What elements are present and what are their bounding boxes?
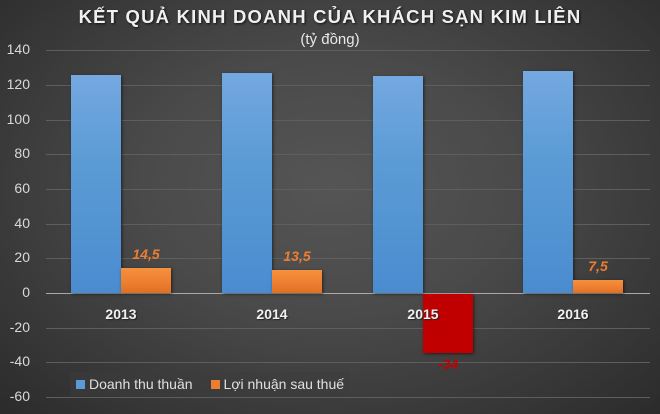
y-tick-label: 40: [14, 215, 30, 231]
gridline: [46, 397, 650, 398]
gridline: [46, 362, 650, 363]
bar-revenue-2013: [71, 74, 121, 293]
legend-item-profit: Lợi nhuận sau thuế: [210, 376, 345, 392]
legend-label-revenue: Doanh thu thuần: [89, 376, 193, 392]
chart-title: KẾT QUẢ KINH DOANH CỦA KHÁCH SẠN KIM LIÊ…: [78, 6, 582, 27]
y-tick-label: 140: [6, 41, 30, 57]
bar-profit-2016: [573, 280, 623, 293]
y-tick-label: -20: [9, 319, 30, 335]
y-tick-label: 100: [6, 111, 30, 127]
legend-label-profit: Lợi nhuận sau thuế: [223, 376, 345, 392]
y-tick-label: 20: [14, 249, 30, 265]
legend-item-revenue: Doanh thu thuần: [76, 376, 193, 392]
zero-axis-line: [46, 293, 650, 294]
y-tick-label: 80: [14, 145, 30, 161]
x-category-label: 2016: [557, 306, 589, 322]
gridline: [46, 154, 650, 155]
data-label-profit-2015: -34: [437, 355, 459, 372]
y-tick-label: 0: [22, 284, 30, 300]
data-label-profit-2013: 14,5: [132, 245, 160, 262]
x-category-label: 2014: [256, 306, 288, 322]
data-label-profit-2014: 13,5: [283, 247, 311, 264]
bar-revenue-2015: [373, 76, 423, 293]
gridline: [46, 224, 650, 225]
gridline: [46, 50, 650, 51]
bar-revenue-2014: [222, 72, 272, 293]
legend-swatch-revenue: [76, 379, 85, 389]
gridline: [46, 258, 650, 259]
chart-subtitle: (tỷ đồng): [300, 31, 360, 48]
gridline: [46, 85, 650, 86]
x-category-label: 2015: [407, 306, 439, 322]
legend-swatch-profit: [210, 379, 220, 389]
legend: Doanh thu thuần Lợi nhuận sau thuế: [70, 372, 351, 396]
gridline: [46, 189, 650, 190]
y-tick-label: -60: [9, 388, 30, 404]
bar-profit-2014: [272, 269, 322, 293]
gridline: [46, 120, 650, 121]
bar-profit-2015: [423, 294, 473, 353]
y-tick-label: -40: [9, 353, 30, 369]
data-label-profit-2016: 7,5: [588, 258, 608, 274]
gridline: [46, 328, 650, 329]
y-tick-label: 120: [6, 76, 30, 92]
bar-profit-2013: [121, 267, 171, 293]
y-tick-label: 60: [14, 180, 30, 196]
bar-revenue-2016: [523, 71, 573, 293]
x-category-label: 2013: [105, 306, 137, 322]
